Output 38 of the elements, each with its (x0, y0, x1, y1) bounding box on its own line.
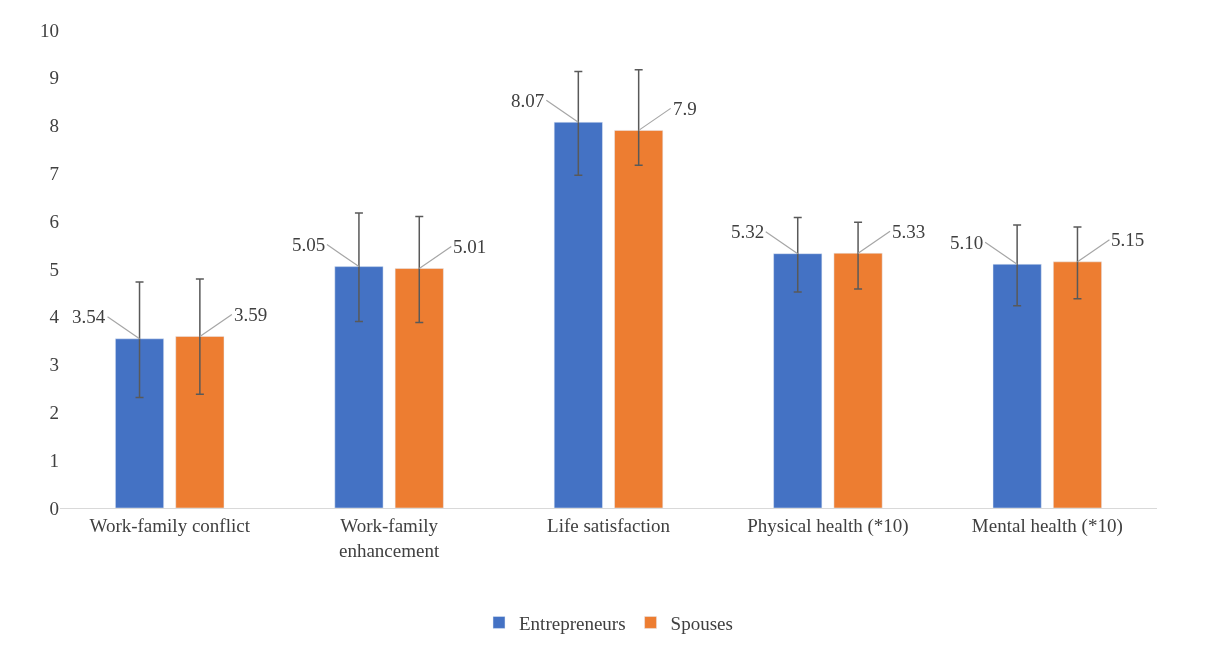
legend-label: Spouses (670, 612, 733, 634)
x-tick-label: Life satisfaction (547, 514, 671, 536)
data-label: 3.59 (234, 304, 268, 325)
y-tick-label: 8 (49, 115, 59, 137)
y-tick-label: 7 (49, 163, 59, 185)
bar (992, 263, 1042, 508)
x-tick-label: Work-family enhancement (338, 514, 440, 561)
data-label: 8.07 (511, 90, 545, 111)
y-tick-label: 10 (40, 19, 59, 41)
bar (833, 252, 883, 508)
data-label: 3.54 (72, 306, 106, 327)
data-label: 5.32 (731, 221, 765, 242)
y-tick-label: 5 (49, 258, 59, 280)
data-label: 5.10 (950, 232, 984, 253)
bar (115, 338, 164, 508)
data-label: 5.15 (1111, 229, 1145, 250)
y-tick-label: 9 (49, 67, 59, 89)
bar (175, 336, 225, 508)
data-label: 5.33 (892, 221, 926, 242)
bar (394, 268, 444, 508)
y-tick-label: 3 (49, 354, 59, 376)
x-tick-label: Mental health (*10) (971, 514, 1123, 537)
y-tick-label: 4 (49, 306, 60, 328)
legend-label: Entrepreneurs (519, 612, 626, 634)
bar (614, 130, 664, 508)
data-label: 5.01 (453, 236, 487, 257)
bar (773, 253, 823, 508)
bar (334, 266, 384, 508)
y-tick-label: 1 (49, 449, 59, 471)
bar (553, 122, 603, 508)
data-label: 7.9 (673, 98, 697, 119)
y-tick-label: 0 (49, 497, 59, 519)
x-tick-label: Work-family conflict (89, 514, 251, 536)
bar (1053, 261, 1102, 508)
y-tick-label: 6 (49, 210, 59, 232)
data-label: 5.05 (292, 234, 326, 255)
x-tick-label: Physical health (*10) (747, 514, 909, 537)
y-tick-label: 2 (49, 402, 59, 424)
